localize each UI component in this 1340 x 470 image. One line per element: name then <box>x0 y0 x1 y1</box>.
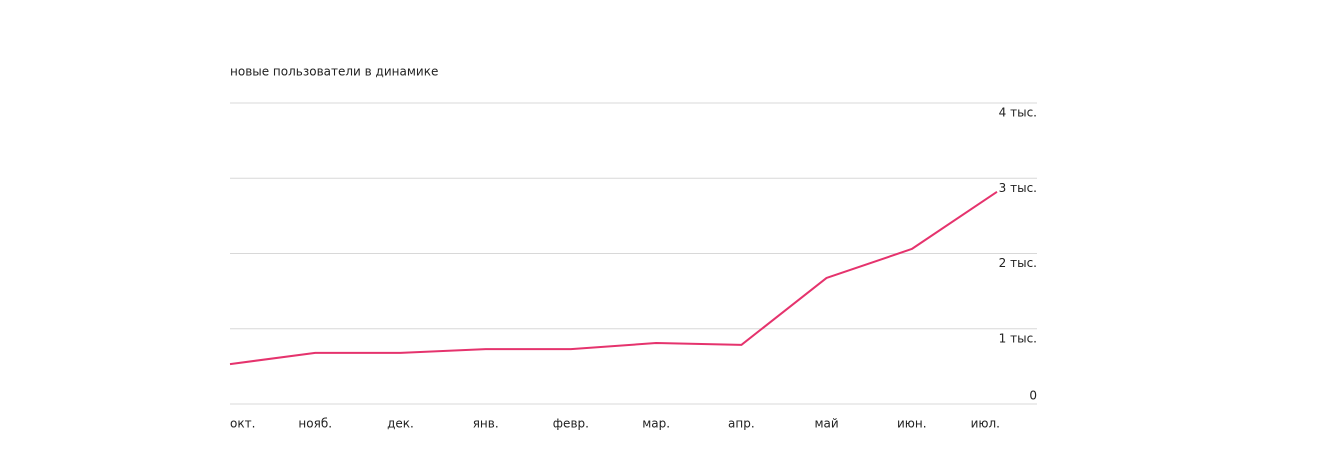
x-tick-label: нояб. <box>298 417 332 431</box>
x-tick-label: янв. <box>473 417 499 431</box>
x-tick-label: дек. <box>387 417 414 431</box>
x-tick-label: июн. <box>897 417 927 431</box>
x-tick-label: февр. <box>553 417 589 431</box>
y-tick-label: 4 тыс. <box>999 106 1037 120</box>
y-tick-label: 2 тыс. <box>999 256 1037 270</box>
chart-title: новые пользователи в динамике <box>230 65 438 79</box>
y-tick-label: 1 тыс. <box>999 331 1037 345</box>
y-tick-label: 0 <box>1029 389 1037 403</box>
y-tick-label: 3 тыс. <box>999 181 1037 195</box>
x-tick-label: май <box>814 417 838 431</box>
x-tick-label: июл. <box>971 417 1000 431</box>
data-line <box>229 190 998 366</box>
x-tick-label: апр. <box>728 417 755 431</box>
x-tick-label: мар. <box>642 417 670 431</box>
x-tick-label: окт. <box>230 417 255 431</box>
